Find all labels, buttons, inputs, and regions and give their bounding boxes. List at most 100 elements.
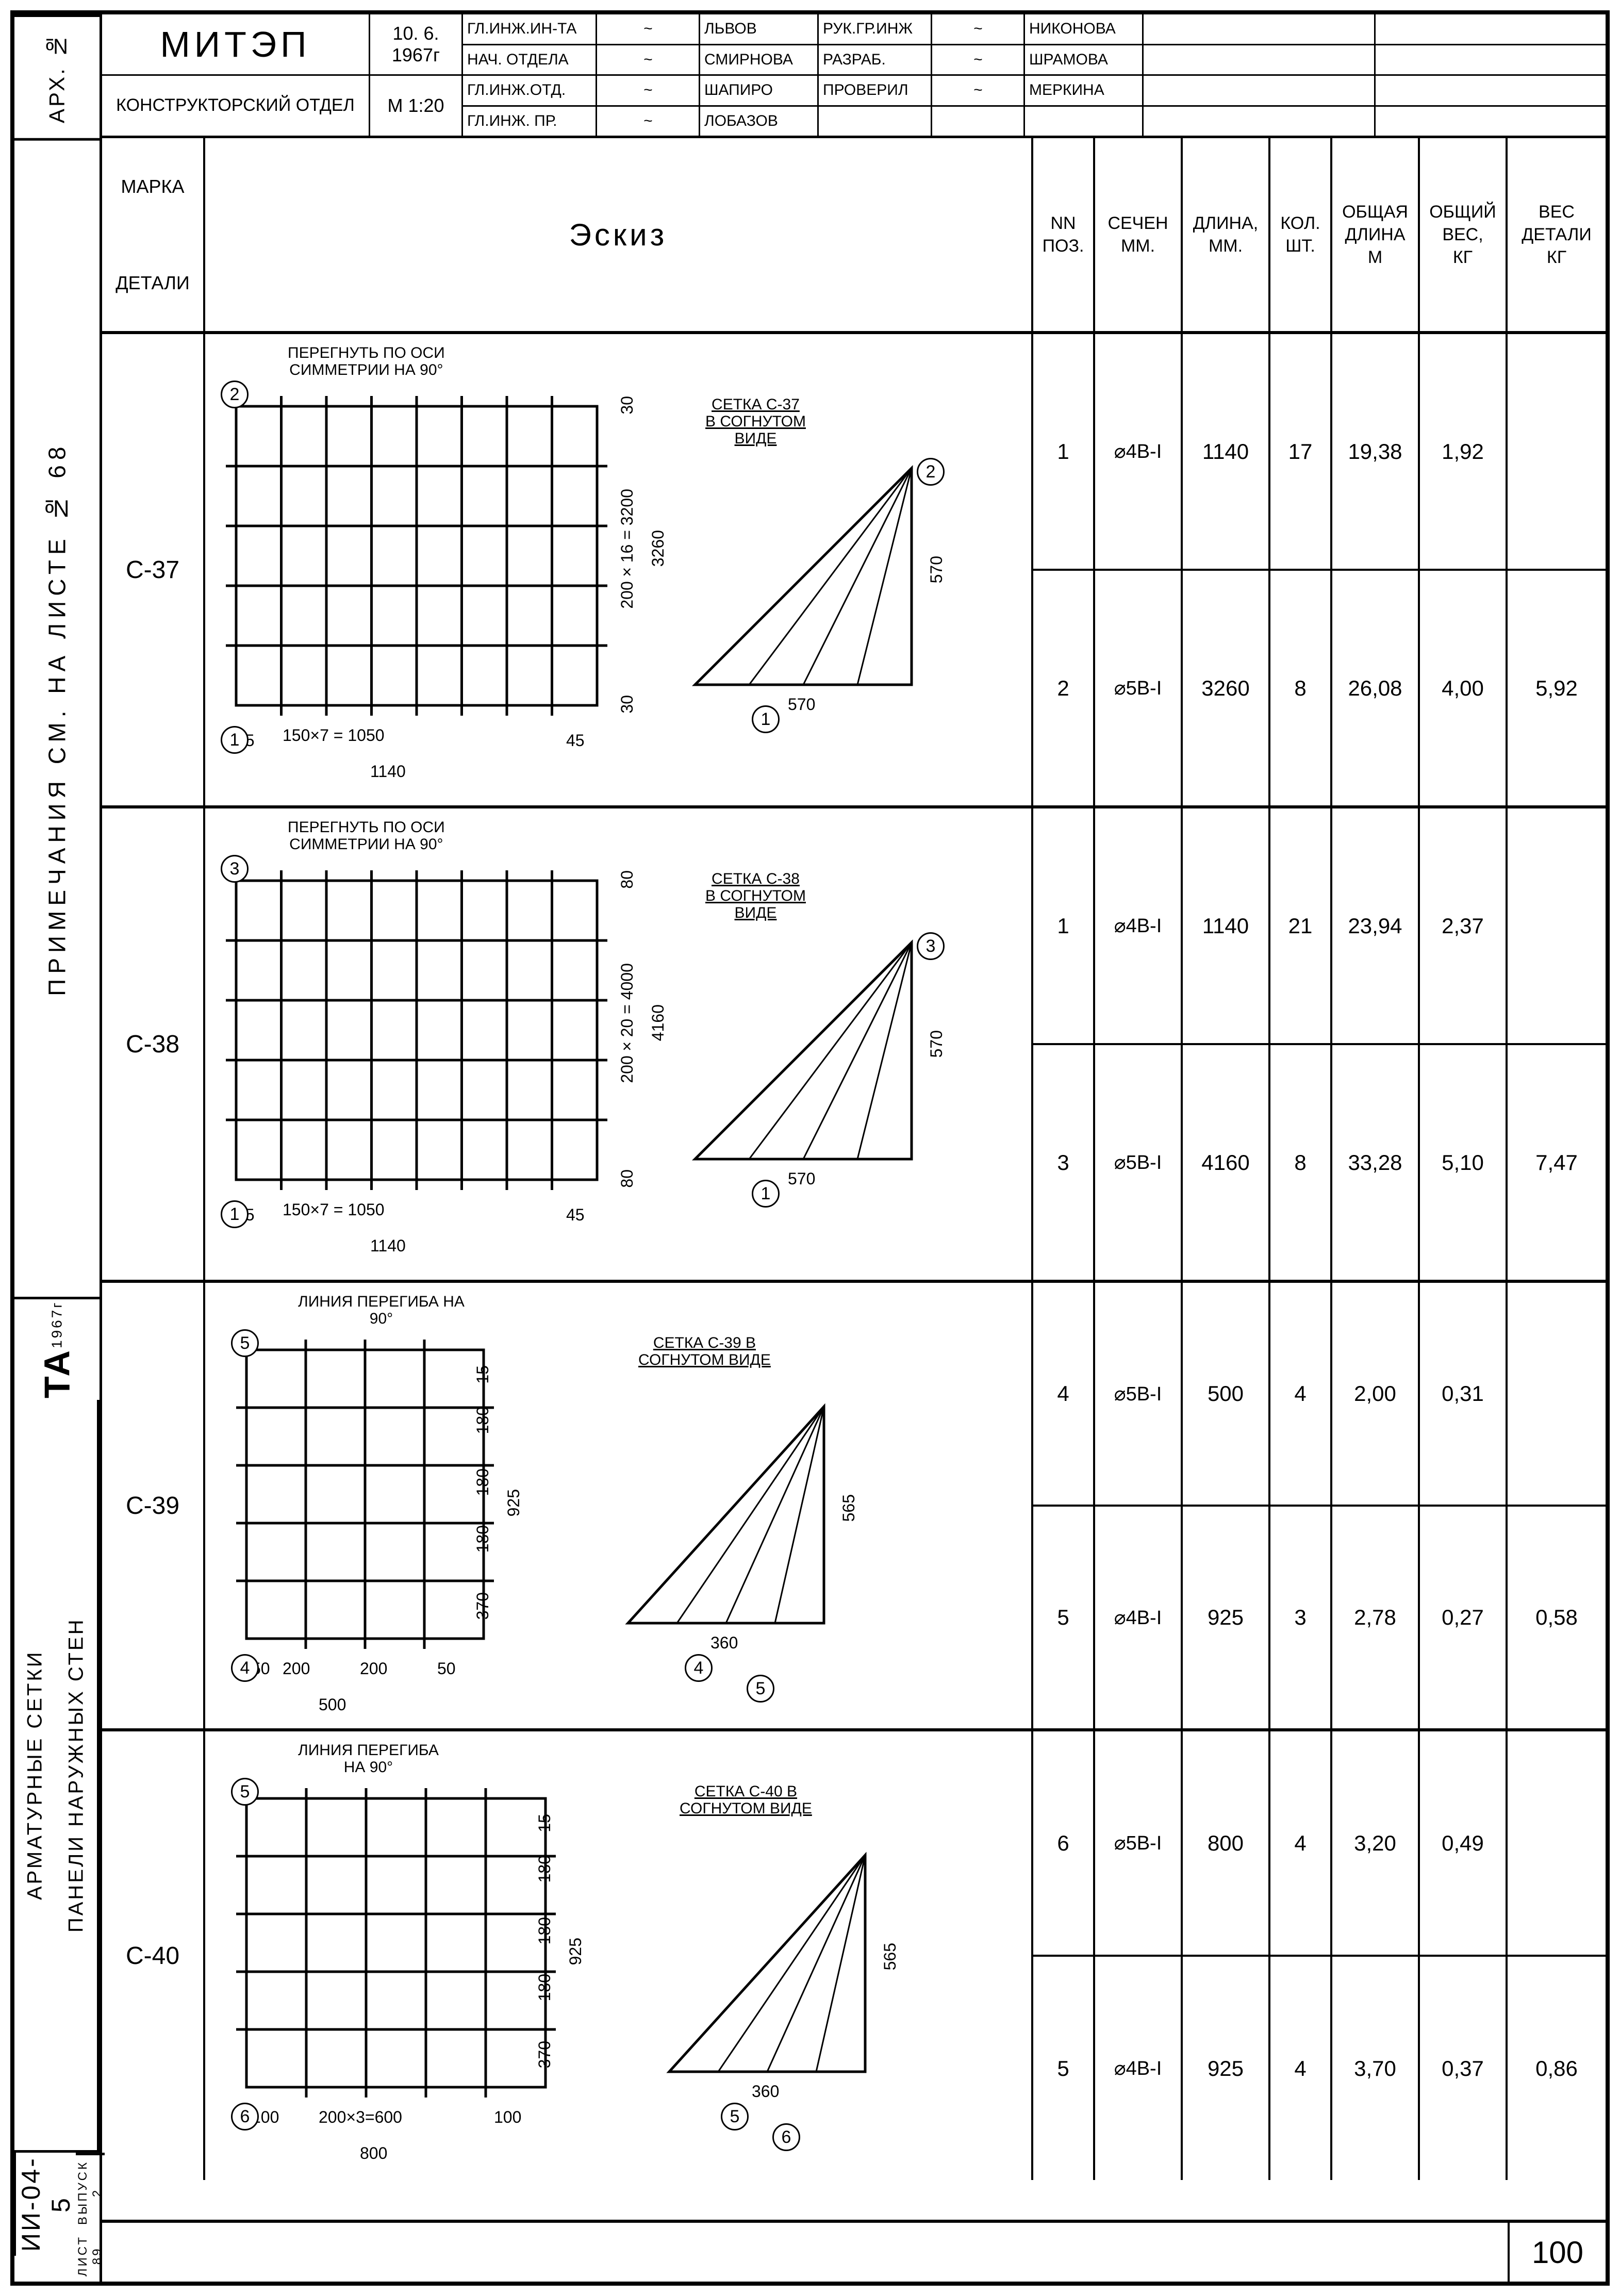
pos-marker: 5 <box>721 2103 749 2130</box>
bent-title: СЕТКА С-37 В СОГНУТОМ ВИДЕ <box>705 396 806 447</box>
data-cell: 8 <box>1270 571 1332 805</box>
dim-h: 200×3=600 <box>319 2108 402 2127</box>
data-cell: 2,78 <box>1332 1507 1420 1728</box>
page-number: 100 <box>1508 2223 1606 2282</box>
data-cell: 2,37 <box>1420 808 1508 1043</box>
data-col: 1⌀4В-I11402123,942,373⌀5В-I4160833,285,1… <box>1033 808 1606 1280</box>
approval-row: НАЧ. ОТДЕЛА~СМИРНОВАРАЗРАБ.~ШРАМОВА <box>463 45 1606 76</box>
notes-ref: ПРИМЕЧАНИЯ СМ. НА ЛИСТЕ № 68 <box>14 138 100 1297</box>
data-cell <box>1508 1731 1606 1955</box>
data-cell: ⌀4В-I <box>1095 808 1183 1043</box>
approval-cell: ПРОВЕРИЛ <box>819 76 932 105</box>
approval-cell <box>1025 107 1144 136</box>
arch-no: АРХ. № <box>14 14 100 138</box>
data-cell: 6 <box>1033 1731 1095 1955</box>
sketch-note: ПЕРЕГНУТЬ ПО ОСИ СИММЕТРИИ НА 90° <box>288 344 445 378</box>
data-cell: 33,28 <box>1332 1045 1420 1280</box>
scale: М 1:20 <box>370 76 461 136</box>
hdr-twt: ОБЩИЙ ВЕС, КГ <box>1420 138 1508 331</box>
data-line: 1⌀4В-I11402123,942,37 <box>1033 808 1606 1045</box>
data-cell: 4 <box>1270 1731 1332 1955</box>
dim-h: 50 <box>437 1659 456 1678</box>
pos-marker: 1 <box>221 1200 249 1228</box>
data-cell: 5,92 <box>1508 571 1606 805</box>
data-cell: 5 <box>1033 1507 1095 1728</box>
data-cell: 4160 <box>1183 1045 1270 1280</box>
pos-marker: 4 <box>231 1654 259 1682</box>
sketch-cell: ЛИНИЯ ПЕРЕГИБА НА 90°СЕТКА С-39 В СОГНУТ… <box>205 1283 1033 1728</box>
data-cell: ⌀5В-I <box>1095 1045 1183 1280</box>
approval-cell <box>1376 45 1606 75</box>
data-cell: 1140 <box>1183 808 1270 1043</box>
data-cell: ⌀4В-I <box>1095 1507 1183 1728</box>
data-cell: 8 <box>1270 1045 1332 1280</box>
data-col: 1⌀4В-I11401719,381,922⌀5В-I3260826,084,0… <box>1033 334 1606 805</box>
data-cell <box>1508 808 1606 1043</box>
data-cell: 2,00 <box>1332 1283 1420 1505</box>
dim-h: 45 <box>566 1205 585 1225</box>
pos-marker: 5 <box>231 1329 259 1357</box>
bent-dim-side: 565 <box>839 1494 858 1522</box>
dim-h: 100 <box>494 2108 521 2127</box>
bent-dim-base: 570 <box>788 1169 815 1188</box>
dim-h: 1140 <box>370 1236 406 1256</box>
sketch-cell: ЛИНИЯ ПЕРЕГИБА НА 90°СЕТКА С-40 В СОГНУТ… <box>205 1731 1033 2180</box>
approval-cell: ШРАМОВА <box>1025 45 1144 75</box>
dim-v: 180 <box>473 1525 492 1552</box>
approval-cell: ~ <box>597 45 700 75</box>
data-cell: 0,31 <box>1420 1283 1508 1505</box>
pos-marker: 2 <box>221 381 249 408</box>
approval-cell: ~ <box>597 76 700 105</box>
approval-cell <box>1144 45 1376 75</box>
approval-row: ГЛ.ИНЖ.ИН-ТА~ЛЬВОВРУК.ГР.ИНЖ~НИКОНОВА <box>463 14 1606 45</box>
dim-v: 925 <box>566 1938 585 1965</box>
approval-cell <box>932 107 1025 136</box>
pos-marker: 5 <box>747 1675 774 1703</box>
data-cell: 3,20 <box>1332 1731 1420 1955</box>
hdr-sketch: Эскиз <box>205 138 1033 331</box>
approval-cell: ГЛ.ИНЖ. ПР. <box>463 107 597 136</box>
data-cell: 17 <box>1270 334 1332 569</box>
data-cell: 2 <box>1033 571 1095 805</box>
approval-grid: ГЛ.ИНЖ.ИН-ТА~ЛЬВОВРУК.ГР.ИНЖ~НИКОНОВАНАЧ… <box>463 14 1606 136</box>
issue: ВЫПУСК 2 <box>76 2153 105 2230</box>
data-cell <box>1508 334 1606 569</box>
dim-h: 500 <box>319 1695 346 1714</box>
dim-v: 370 <box>473 1592 492 1620</box>
dim-h: 45 <box>566 731 585 750</box>
data-cell: 1 <box>1033 334 1095 569</box>
data-col: 4⌀5В-I50042,000,315⌀4В-I92532,780,270,58 <box>1033 1283 1606 1728</box>
bent-title: СЕТКА С-38 В СОГНУТОМ ВИДЕ <box>705 870 806 921</box>
spec-row: С-37ПЕРЕГНУТЬ ПО ОСИ СИММЕТРИИ НА 90°СЕТ… <box>102 334 1606 808</box>
approval-cell: ЛЬВОВ <box>700 14 819 44</box>
data-line: 4⌀5В-I50042,000,31 <box>1033 1283 1606 1507</box>
approval-cell: ГЛ.ИНЖ.ОТД. <box>463 76 597 105</box>
dim-v: 370 <box>535 2041 554 2068</box>
data-cell: 5 <box>1033 1957 1095 2180</box>
dim-v: 4160 <box>649 1004 668 1041</box>
data-line: 6⌀5В-I80043,200,49 <box>1033 1731 1606 1957</box>
sketch-note: ПЕРЕГНУТЬ ПО ОСИ СИММЕТРИИ НА 90° <box>288 819 445 853</box>
data-cell: 800 <box>1183 1731 1270 1955</box>
dim-h: 200 <box>360 1659 387 1678</box>
approval-cell <box>819 107 932 136</box>
dim-v: 80 <box>618 1169 637 1188</box>
approval-cell: СМИРНОВА <box>700 45 819 75</box>
dim-v: 200×16 = 3200 <box>618 489 637 609</box>
approval-cell: РАЗРАБ. <box>819 45 932 75</box>
title-block: МИТЭП КОНСТРУКТОРСКИЙ ОТДЕЛ 10. 6. 1967г… <box>102 14 1606 138</box>
pos-marker: 1 <box>752 705 780 733</box>
date: 10. 6. 1967г <box>370 14 461 76</box>
data-cell: 500 <box>1183 1283 1270 1505</box>
approval-cell <box>1376 14 1606 44</box>
data-cell: ⌀5В-I <box>1095 1731 1183 1955</box>
data-cell: 3260 <box>1183 571 1270 805</box>
data-cell: 7,47 <box>1508 1045 1606 1280</box>
dim-v: 180 <box>473 1468 492 1496</box>
dim-h: 150×7 = 1050 <box>283 726 385 745</box>
approval-cell: ~ <box>597 107 700 136</box>
dim-v: 925 <box>504 1489 523 1516</box>
sketch-note: ЛИНИЯ ПЕРЕГИБА НА 90° <box>298 1742 439 1776</box>
data-cell: 3 <box>1033 1045 1095 1280</box>
dim-h: 1140 <box>370 762 406 781</box>
